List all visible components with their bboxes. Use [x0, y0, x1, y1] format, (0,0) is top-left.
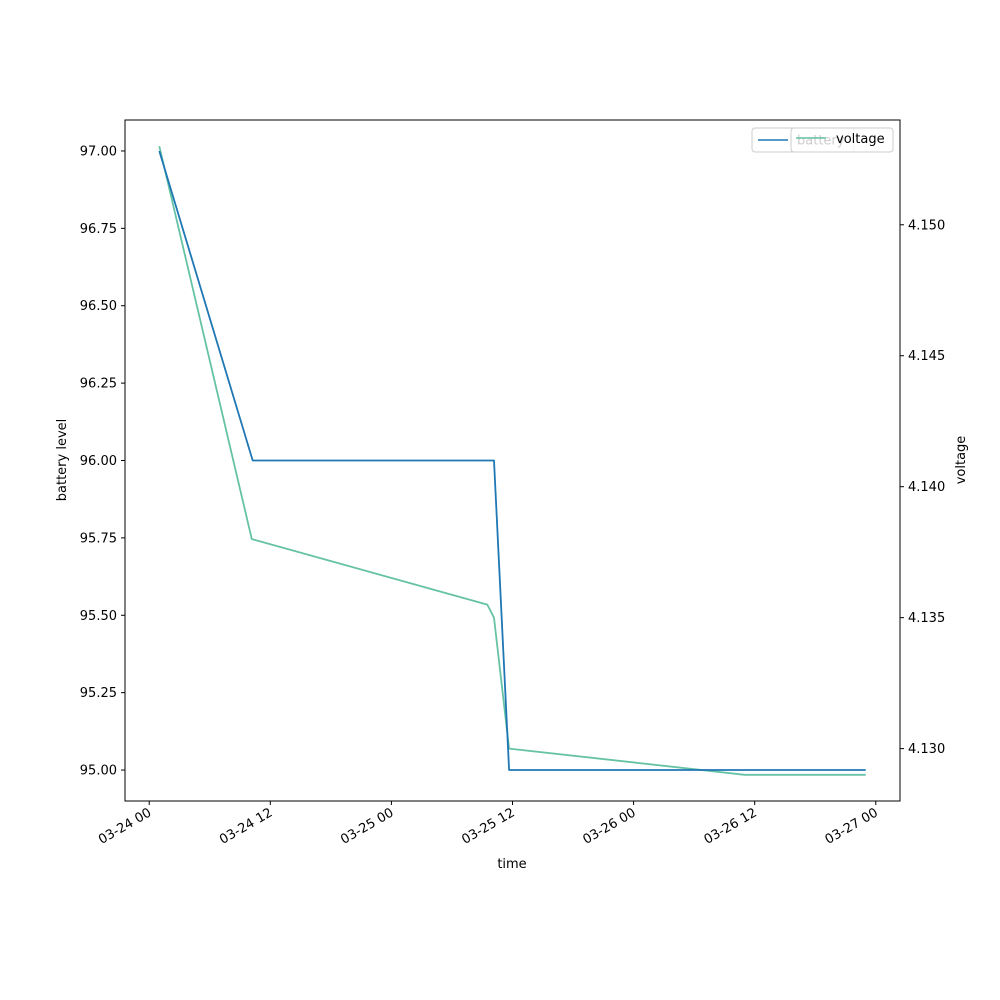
- right-y-tick-label: 4.135: [908, 611, 945, 626]
- legend-voltage-label: voltage: [836, 132, 885, 147]
- left-y-tick-label: 95.25: [80, 686, 117, 701]
- right-y-tick-label: 4.140: [908, 480, 945, 495]
- left-y-tick-label: 96.25: [80, 377, 117, 392]
- left-y-axis: 95.00 95.25 95.50 95.75 96.00 96.25 96.50 96.75…: [80, 144, 125, 779]
- right-y-tick-label: 4.130: [908, 742, 945, 757]
- left-y-tick-label: 96.75: [80, 222, 117, 237]
- left-y-tick-label: 96.50: [80, 299, 117, 314]
- left-y-tick-label: 95.50: [80, 609, 117, 624]
- right-y-axis: 4.130 4.135 4.140 4.145 4.150: [900, 218, 945, 757]
- series-layer: [158, 145, 866, 776]
- legend-voltage-box: [790, 127, 894, 153]
- right-y-axis-label: voltage: [954, 436, 969, 485]
- left-y-tick-label: 95.00: [80, 764, 117, 779]
- left-y-tick-label: 97.00: [80, 144, 117, 159]
- legend-voltage: voltage: [790, 127, 894, 153]
- right-y-tick-label: 4.145: [908, 349, 945, 364]
- left-y-tick-label: 96.00: [80, 454, 117, 469]
- left-y-tick-label: 95.75: [80, 531, 117, 546]
- series-line-battery: [158, 150, 866, 771]
- right-y-tick-label: 4.150: [908, 218, 945, 233]
- left-y-axis-label: battery level: [55, 419, 70, 502]
- series-line-voltage: [158, 145, 866, 776]
- x-axis-label: time: [497, 857, 526, 872]
